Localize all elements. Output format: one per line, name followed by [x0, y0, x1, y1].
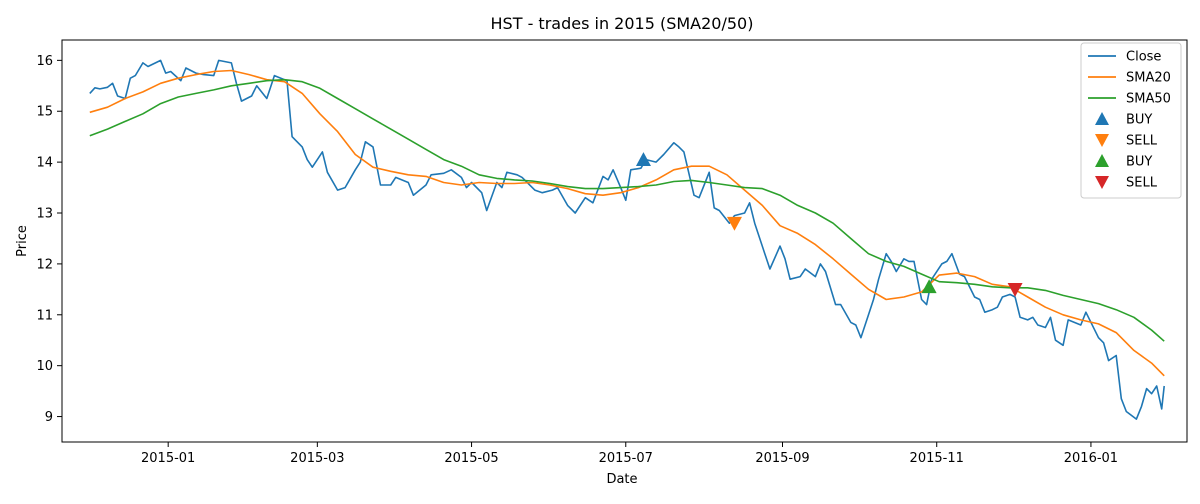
- series-line-close: [89, 59, 1165, 420]
- y-tick-label: 9: [45, 410, 53, 425]
- plot-frame: [61, 39, 1188, 443]
- series-line-sma20: [89, 69, 1165, 377]
- legend-label: Close: [1126, 50, 1161, 65]
- y-tick-label: 10: [36, 359, 53, 374]
- legend-swatch-marker: [1095, 134, 1109, 147]
- trade-marker-buy: [921, 279, 937, 294]
- legend-swatch-marker: [1095, 154, 1109, 167]
- x-tick-label: 2015-03: [290, 451, 344, 466]
- x-tick-label: 2016-01: [1064, 451, 1118, 466]
- y-tick-label: 11: [36, 308, 53, 323]
- legend-label: SMA20: [1126, 71, 1171, 86]
- legend-label: BUY: [1126, 113, 1152, 128]
- series-line-sma50: [89, 78, 1165, 342]
- x-axis-title: Date: [606, 472, 637, 487]
- chart-title: HST - trades in 2015 (SMA20/50): [491, 14, 754, 33]
- trade-marker-sell: [1007, 282, 1023, 297]
- legend-label: BUY: [1126, 155, 1152, 170]
- legend-label: SMA50: [1126, 92, 1171, 107]
- legend-box: [1080, 42, 1182, 199]
- y-tick-label: 14: [36, 156, 53, 171]
- x-tick-label: 2015-07: [599, 451, 653, 466]
- trade-marker-sell: [726, 216, 742, 231]
- x-tick-label: 2015-01: [141, 451, 195, 466]
- x-tick-label: 2015-11: [910, 451, 964, 466]
- legend-swatch-marker: [1095, 112, 1109, 125]
- trade-marker-buy: [635, 152, 651, 166]
- y-tick-label: 13: [36, 207, 53, 222]
- plot-area: [89, 59, 1165, 420]
- y-tick-label: 12: [36, 257, 53, 272]
- y-tick-label: 15: [36, 105, 53, 120]
- axes: 2015-01 2015-03 2015-05 2015-07 2015-09 2015-…: [36, 39, 1188, 466]
- legend-swatch-marker: [1095, 176, 1109, 189]
- y-axis-title: Price: [15, 225, 30, 257]
- x-tick-label: 2015-05: [444, 451, 498, 466]
- legend-label: SELL: [1126, 134, 1158, 149]
- legend-label: SELL: [1126, 176, 1158, 191]
- x-tick-label: 2015-09: [755, 451, 809, 466]
- legend: Close SMA20 SMA50 BUY SELL BUY SELL: [1080, 42, 1182, 199]
- y-tick-label: 16: [36, 54, 53, 69]
